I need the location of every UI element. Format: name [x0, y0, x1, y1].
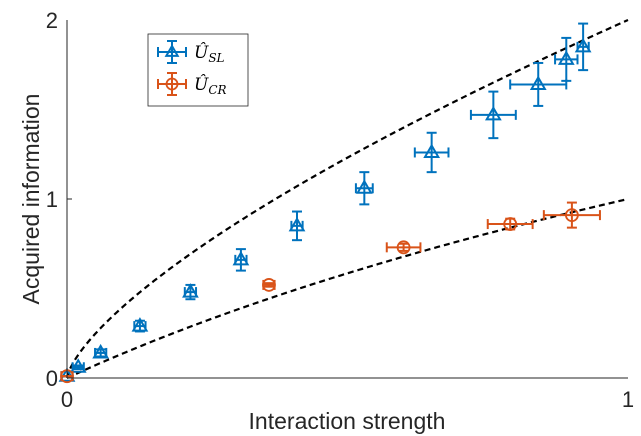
plot-area	[58, 18, 629, 384]
data-point-u-sl-7	[354, 171, 374, 206]
data-point-u-sl-11	[554, 36, 579, 82]
y-axis-label: Acquired information	[18, 94, 44, 305]
data-point-u-sl-3	[131, 317, 149, 333]
legend-box	[147, 33, 249, 107]
legend-label-u-cr: ÛCR	[194, 74, 227, 97]
legend-label-u-cr-sub: CR	[208, 83, 226, 97]
y-tick-label-0: 0	[46, 366, 58, 391]
legend: ÛSL ÛCR	[147, 33, 249, 107]
data-point-u-sl-4	[182, 283, 199, 301]
data-point-u-cr-4	[542, 201, 601, 229]
data-point-u-cr-3	[486, 217, 534, 231]
legend-symbol-u-sl	[157, 40, 187, 64]
x-axis-label: Interaction strength	[249, 408, 446, 434]
data-point-u-sl-6	[288, 210, 306, 242]
data-point-u-sl-8	[413, 131, 450, 174]
data-point-u-cr-1	[262, 278, 276, 292]
data-point-u-sl-2	[92, 343, 110, 359]
axes: 0 1 2 0 1 Interaction strength Acquired …	[18, 8, 634, 434]
data-point-u-sl-12	[574, 22, 592, 72]
y-tick-label-1: 1	[46, 187, 58, 212]
x-tick-label-1: 1	[622, 387, 634, 412]
legend-symbol-u-cr	[157, 72, 187, 96]
data-point-u-sl-1	[69, 358, 87, 373]
legend-label-u-sl-sub: SL	[208, 51, 224, 65]
legend-label-u-sl-main: Û	[194, 42, 209, 63]
data-point-u-sl-9	[469, 90, 517, 140]
data-point-u-cr-2	[385, 240, 422, 255]
x-tick-label-0: 0	[61, 387, 73, 412]
legend-label-u-sl: ÛSL	[194, 42, 225, 65]
y-tick-label-2: 2	[46, 8, 58, 33]
reference-curve-1	[66, 197, 629, 379]
data-point-u-sl-5	[232, 248, 250, 272]
legend-label-u-cr-main: Û	[194, 74, 209, 95]
